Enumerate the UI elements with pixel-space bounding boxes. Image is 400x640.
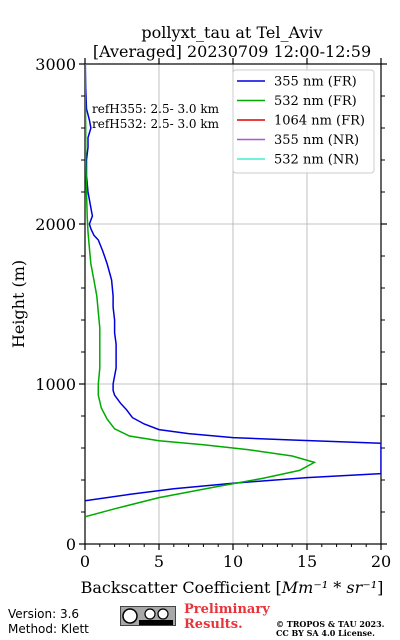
legend-label: 355 nm (NR) [274, 133, 359, 148]
x-tick-label: 0 [80, 552, 90, 571]
legend-label: 1064 nm (FR) [274, 114, 365, 129]
copyright-line-2: CC BY SA 4.0 License. [276, 628, 375, 638]
legend-box [232, 69, 375, 174]
cc-license-icon [120, 606, 176, 626]
y-tick-label: 3000 [35, 55, 76, 74]
x-axis-label-suffix: ] [377, 578, 383, 597]
legend-label: 355 nm (FR) [274, 75, 357, 90]
method-text: Method: Klett [8, 622, 89, 636]
chart-subtitle: [Averaged] 20230709 12:00-12:59 [93, 42, 371, 61]
x-axis-label: Backscatter Coefficient [Mm⁻¹ * sr⁻¹] [81, 578, 384, 597]
x-tick-label: 10 [223, 552, 243, 571]
y-tick-label: 0 [66, 535, 76, 554]
copyright-line-1: © TROPOS & TAU 2023. [276, 619, 385, 629]
y-tick-label: 1000 [35, 375, 76, 394]
legend-label: 532 nm (FR) [274, 94, 357, 109]
x-tick-label: 15 [297, 552, 317, 571]
plot-area: 0 5 10 15 20 0 1000 2000 3000 refH355: 2.5- 3.0 k… [35, 55, 391, 571]
preliminary-results-label: Preliminary Results. [184, 602, 270, 632]
preliminary-line-1: Preliminary [184, 602, 270, 617]
legend-label: 532 nm (NR) [274, 153, 359, 168]
reference-height-annotation: refH532: 2.5- 3.0 km [92, 117, 220, 131]
x-tick-label: 20 [371, 552, 391, 571]
x-tick-label: 5 [154, 552, 164, 571]
reference-height-annotation: refH355: 2.5- 3.0 km [92, 102, 220, 116]
x-axis-label-units: Mm⁻¹ * sr⁻¹ [281, 578, 377, 597]
y-tick-label: 2000 [35, 215, 76, 234]
series-line-1 [85, 64, 317, 518]
chart-title: pollyxt_tau at Tel_Aviv [141, 23, 322, 42]
y-axis-label: Height (m) [9, 260, 28, 348]
preliminary-line-2: Results. [184, 617, 243, 632]
copyright-notice: © TROPOS & TAU 2023. CC BY SA 4.0 Licens… [276, 620, 384, 638]
x-axis-label-prefix: Backscatter Coefficient [ [81, 578, 282, 597]
version-text: Version: 3.6 [8, 607, 80, 621]
